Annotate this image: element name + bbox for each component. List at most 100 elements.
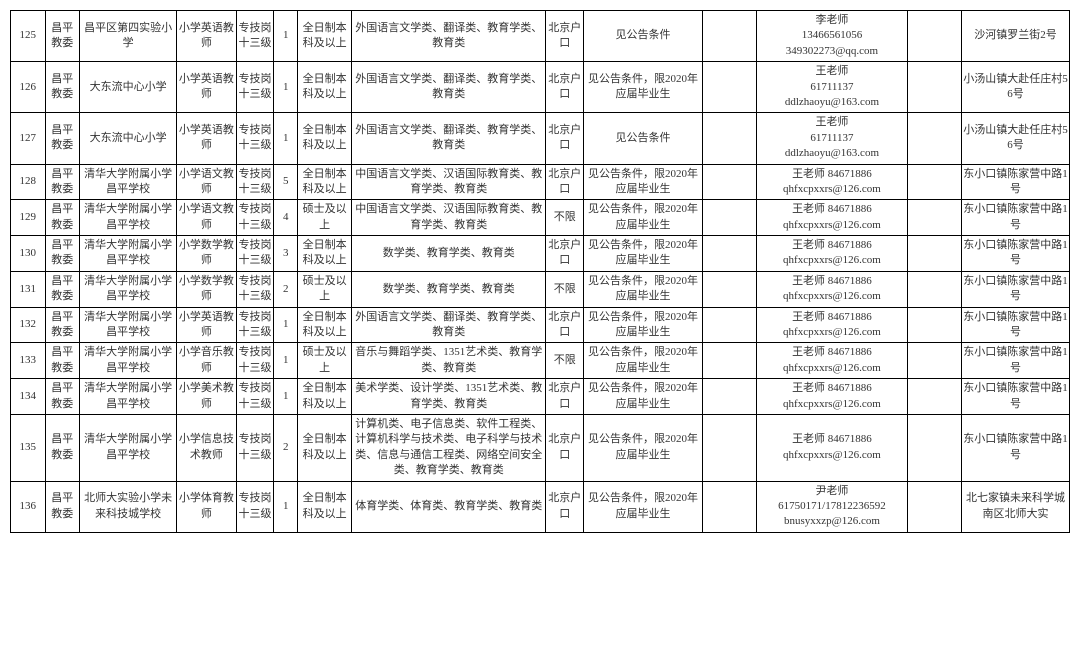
cell-id: 131	[11, 271, 46, 307]
cell-level: 专技岗十三级	[236, 414, 274, 481]
cell-edu: 全日制本科及以上	[298, 414, 352, 481]
table-row: 127昌平教委大东流中心小学小学英语教师专技岗十三级1全日制本科及以上外国语言文…	[11, 113, 1070, 164]
cell-dept: 昌平教委	[45, 236, 80, 272]
cell-dept: 昌平教委	[45, 271, 80, 307]
cell-cond: 见公告条件	[584, 11, 703, 62]
cell-major: 外国语言文学类、翻译类、教育学类、教育类	[352, 307, 546, 343]
cell-school: 清华大学附属小学昌平学校	[80, 414, 177, 481]
cell-qty: 3	[274, 236, 298, 272]
cell-cond: 见公告条件，限2020年应届毕业生	[584, 481, 703, 532]
cell-blank2	[908, 481, 962, 532]
cell-blank	[702, 414, 756, 481]
cell-school: 昌平区第四实验小学	[80, 11, 177, 62]
cell-post: 小学音乐教师	[177, 343, 236, 379]
cell-contact: 王老师 84671886qhfxcpxxrs@126.com	[756, 307, 907, 343]
cell-edu: 全日制本科及以上	[298, 481, 352, 532]
cell-addr: 东小口镇陈家营中路1号	[961, 271, 1069, 307]
cell-blank	[702, 379, 756, 415]
cell-qty: 4	[274, 200, 298, 236]
cell-id: 130	[11, 236, 46, 272]
cell-level: 专技岗十三级	[236, 164, 274, 200]
cell-id: 126	[11, 62, 46, 113]
cell-post: 小学数学教师	[177, 236, 236, 272]
cell-school: 清华大学附属小学昌平学校	[80, 236, 177, 272]
table-row: 132昌平教委清华大学附属小学昌平学校小学英语教师专技岗十三级1全日制本科及以上…	[11, 307, 1070, 343]
cell-hukou: 北京户口	[546, 481, 584, 532]
cell-blank2	[908, 236, 962, 272]
cell-contact: 王老师 84671886qhfxcpxxrs@126.com	[756, 164, 907, 200]
cell-contact: 李老师13466561056349302273@qq.com	[756, 11, 907, 62]
cell-dept: 昌平教委	[45, 164, 80, 200]
cell-contact: 王老师 84671886qhfxcpxxrs@126.com	[756, 200, 907, 236]
cell-blank	[702, 343, 756, 379]
cell-major: 中国语言文学类、汉语国际教育类、教育学类、教育类	[352, 200, 546, 236]
recruitment-table: 125昌平教委昌平区第四实验小学小学英语教师专技岗十三级1全日制本科及以上外国语…	[10, 10, 1070, 533]
cell-blank	[702, 164, 756, 200]
cell-blank2	[908, 200, 962, 236]
cell-level: 专技岗十三级	[236, 113, 274, 164]
cell-contact: 王老师61711137ddlzhaoyu@163.com	[756, 62, 907, 113]
cell-addr: 东小口镇陈家营中路1号	[961, 343, 1069, 379]
cell-id: 133	[11, 343, 46, 379]
cell-id: 129	[11, 200, 46, 236]
cell-blank	[702, 307, 756, 343]
cell-dept: 昌平教委	[45, 481, 80, 532]
cell-edu: 硕士及以上	[298, 200, 352, 236]
cell-contact: 王老师 84671886qhfxcpxxrs@126.com	[756, 271, 907, 307]
cell-dept: 昌平教委	[45, 343, 80, 379]
cell-school: 清华大学附属小学昌平学校	[80, 200, 177, 236]
cell-qty: 2	[274, 414, 298, 481]
cell-qty: 1	[274, 481, 298, 532]
cell-edu: 全日制本科及以上	[298, 113, 352, 164]
cell-school: 清华大学附属小学昌平学校	[80, 343, 177, 379]
cell-addr: 东小口镇陈家营中路1号	[961, 307, 1069, 343]
cell-cond: 见公告条件，限2020年应届毕业生	[584, 200, 703, 236]
table-row: 135昌平教委清华大学附属小学昌平学校小学信息技术教师专技岗十三级2全日制本科及…	[11, 414, 1070, 481]
cell-blank	[702, 113, 756, 164]
cell-major: 数学类、教育学类、教育类	[352, 236, 546, 272]
cell-hukou: 北京户口	[546, 414, 584, 481]
cell-addr: 东小口镇陈家营中路1号	[961, 200, 1069, 236]
cell-id: 127	[11, 113, 46, 164]
cell-dept: 昌平教委	[45, 200, 80, 236]
cell-major: 外国语言文学类、翻译类、教育学类、教育类	[352, 11, 546, 62]
cell-school: 清华大学附属小学昌平学校	[80, 379, 177, 415]
cell-dept: 昌平教委	[45, 379, 80, 415]
cell-qty: 1	[274, 11, 298, 62]
cell-dept: 昌平教委	[45, 307, 80, 343]
cell-major: 音乐与舞蹈学类、1351艺术类、教育学类、教育类	[352, 343, 546, 379]
cell-id: 128	[11, 164, 46, 200]
cell-contact: 王老师 84671886qhfxcpxxrs@126.com	[756, 414, 907, 481]
cell-dept: 昌平教委	[45, 414, 80, 481]
cell-addr: 东小口镇陈家营中路1号	[961, 414, 1069, 481]
cell-cond: 见公告条件，限2020年应届毕业生	[584, 236, 703, 272]
cell-blank2	[908, 307, 962, 343]
cell-level: 专技岗十三级	[236, 271, 274, 307]
cell-qty: 5	[274, 164, 298, 200]
cell-addr: 北七家镇未来科学城南区北师大实	[961, 481, 1069, 532]
cell-post: 小学语文教师	[177, 200, 236, 236]
cell-post: 小学英语教师	[177, 11, 236, 62]
cell-cond: 见公告条件	[584, 113, 703, 164]
cell-dept: 昌平教委	[45, 62, 80, 113]
cell-cond: 见公告条件，限2020年应届毕业生	[584, 414, 703, 481]
cell-contact: 王老师 84671886qhfxcpxxrs@126.com	[756, 236, 907, 272]
cell-qty: 1	[274, 307, 298, 343]
cell-dept: 昌平教委	[45, 113, 80, 164]
cell-id: 135	[11, 414, 46, 481]
cell-level: 专技岗十三级	[236, 236, 274, 272]
cell-blank2	[908, 113, 962, 164]
table-row: 136昌平教委北师大实验小学未来科技城学校小学体育教师专技岗十三级1全日制本科及…	[11, 481, 1070, 532]
cell-major: 外国语言文学类、翻译类、教育学类、教育类	[352, 113, 546, 164]
cell-post: 小学英语教师	[177, 113, 236, 164]
cell-cond: 见公告条件，限2020年应届毕业生	[584, 343, 703, 379]
cell-level: 专技岗十三级	[236, 307, 274, 343]
cell-post: 小学体育教师	[177, 481, 236, 532]
cell-hukou: 不限	[546, 200, 584, 236]
cell-major: 美术学类、设计学类、1351艺术类、教育学类、教育类	[352, 379, 546, 415]
cell-contact: 王老师 84671886qhfxcpxxrs@126.com	[756, 379, 907, 415]
cell-blank	[702, 481, 756, 532]
cell-hukou: 不限	[546, 271, 584, 307]
cell-cond: 见公告条件，限2020年应届毕业生	[584, 164, 703, 200]
cell-blank	[702, 200, 756, 236]
